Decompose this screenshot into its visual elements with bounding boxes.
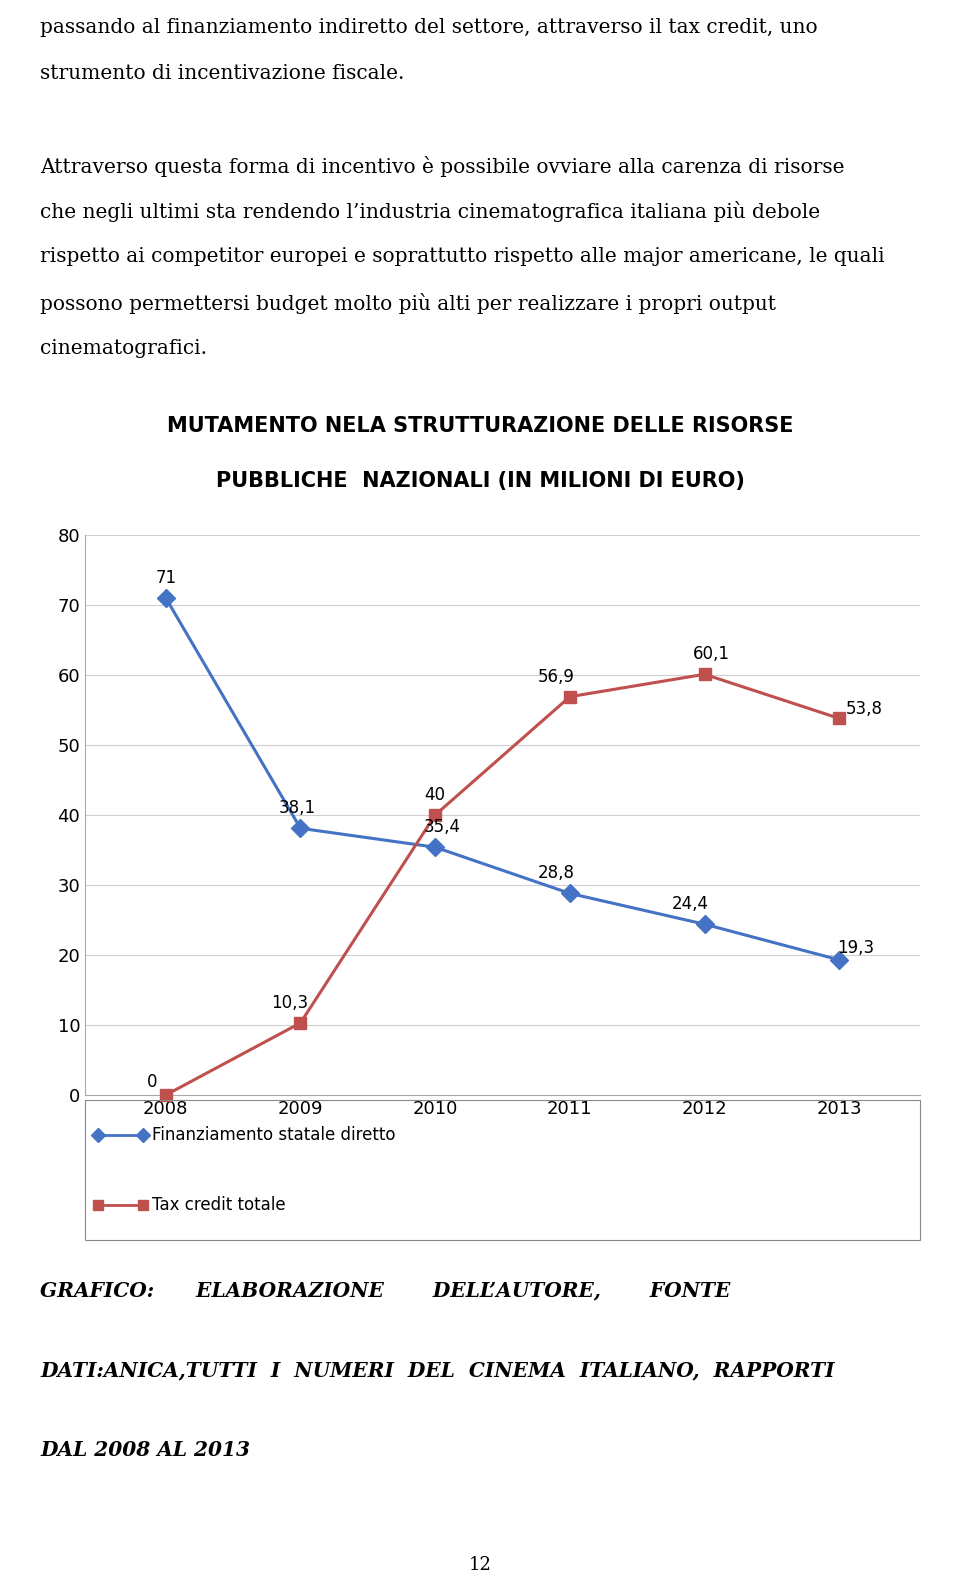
Text: 10,3: 10,3	[271, 994, 308, 1012]
Text: 56,9: 56,9	[538, 667, 574, 686]
Text: 24,4: 24,4	[672, 895, 709, 913]
Text: cinematografici.: cinematografici.	[40, 338, 207, 358]
Text: Finanziamento statale diretto: Finanziamento statale diretto	[152, 1127, 396, 1144]
Text: DATI:ANICA,TUTTI  I  NUMERI  DEL  CINEMA  ITALIANO,  RAPPORTI: DATI:ANICA,TUTTI I NUMERI DEL CINEMA ITA…	[40, 1360, 834, 1381]
Text: 19,3: 19,3	[837, 938, 875, 958]
Text: PUBBLICHE  NAZIONALI (IN MILIONI DI EURO): PUBBLICHE NAZIONALI (IN MILIONI DI EURO)	[216, 471, 744, 492]
Text: 0: 0	[147, 1073, 157, 1090]
Text: passando al finanziamento indiretto del settore, attraverso il tax credit, uno: passando al finanziamento indiretto del …	[40, 18, 818, 37]
Text: Attraverso questa forma di incentivo è possibile ovviare alla carenza di risorse: Attraverso questa forma di incentivo è p…	[40, 156, 845, 177]
Text: che negli ultimi sta rendendo l’industria cinematografica italiana più debole: che negli ultimi sta rendendo l’industri…	[40, 201, 820, 222]
Text: 40: 40	[424, 785, 445, 804]
Text: 12: 12	[468, 1556, 492, 1574]
Text: rispetto ai competitor europei e soprattutto rispetto alle major americane, le q: rispetto ai competitor europei e sopratt…	[40, 247, 884, 267]
Text: DAL 2008 AL 2013: DAL 2008 AL 2013	[40, 1440, 250, 1460]
Text: 38,1: 38,1	[279, 800, 316, 817]
Text: 35,4: 35,4	[423, 819, 461, 836]
Text: GRAFICO:      ELABORAZIONE       DELL’AUTORE,       FONTE: GRAFICO: ELABORAZIONE DELL’AUTORE, FONTE	[40, 1280, 731, 1301]
Text: strumento di incentivazione fiscale.: strumento di incentivazione fiscale.	[40, 64, 404, 83]
Text: Tax credit totale: Tax credit totale	[152, 1195, 285, 1215]
Text: 60,1: 60,1	[693, 645, 730, 664]
Text: 71: 71	[156, 568, 177, 587]
Text: possono permettersi budget molto più alti per realizzare i propri output: possono permettersi budget molto più alt…	[40, 294, 776, 314]
Text: 28,8: 28,8	[538, 865, 574, 883]
Text: 53,8: 53,8	[846, 701, 882, 718]
Text: MUTAMENTO NELA STRUTTURAZIONE DELLE RISORSE: MUTAMENTO NELA STRUTTURAZIONE DELLE RISO…	[167, 417, 793, 436]
